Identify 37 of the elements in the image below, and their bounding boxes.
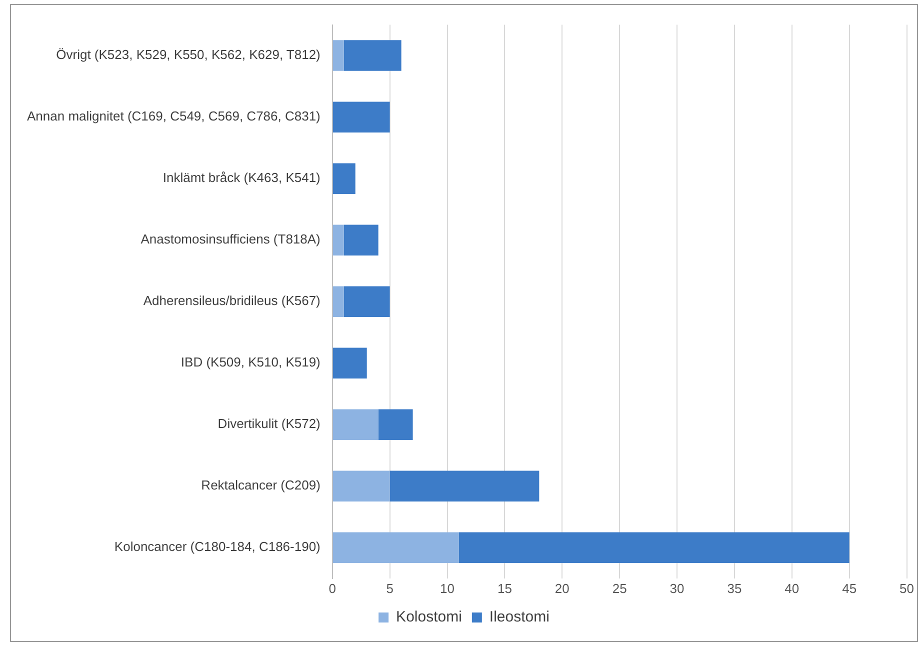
bar — [332, 286, 344, 317]
bar — [458, 532, 850, 564]
bar — [390, 470, 540, 502]
y-tick-label: Rektalcancer (C209) — [201, 478, 320, 493]
bar — [332, 470, 390, 502]
x-tick-label: 15 — [497, 580, 512, 596]
x-tick-label: 30 — [670, 580, 684, 596]
x-tick-label: 10 — [440, 580, 455, 596]
legend-label: Kolostomi — [396, 608, 462, 626]
bar — [332, 224, 344, 256]
y-tick-label: Divertikulit (K572) — [218, 416, 320, 432]
bar — [332, 102, 390, 132]
x-tick-label: 50 — [900, 580, 914, 596]
y-tick-label: Anastomosinsufficiens (T818A) — [140, 232, 320, 247]
x-tick-label: 40 — [784, 580, 800, 596]
bar — [332, 532, 459, 564]
y-tick-label: Adherensileus/bridileus (K567) — [143, 293, 320, 308]
bar — [332, 163, 356, 194]
x-tick-label: 0 — [328, 580, 336, 596]
bar — [332, 348, 367, 378]
bar — [378, 409, 413, 440]
bar — [344, 224, 378, 256]
bar — [332, 40, 344, 71]
x-tick-label: 35 — [727, 580, 742, 596]
y-tick-label: Annan malignitet (C169, C549, C569, C786, C831) — [26, 108, 320, 124]
y-tick-label: Övrigt (K523, K529, K550, K562, K629, T812) — [56, 47, 320, 62]
legend-label: Ileostomi — [489, 608, 550, 626]
x-tick-label: 25 — [612, 580, 627, 596]
x-tick-label: 5 — [386, 580, 394, 596]
y-tick-label: IBD (K509, K510, K519) — [180, 354, 320, 370]
bar — [332, 409, 378, 440]
bar — [344, 40, 402, 71]
bar — [344, 286, 390, 317]
x-tick-label: 20 — [554, 580, 570, 596]
y-tick-label: Inklämt bråck (K463, K541) — [162, 170, 320, 186]
y-tick-label: Koloncancer (C180-184, C186-190) — [114, 539, 320, 554]
x-tick-label: 45 — [842, 580, 857, 596]
